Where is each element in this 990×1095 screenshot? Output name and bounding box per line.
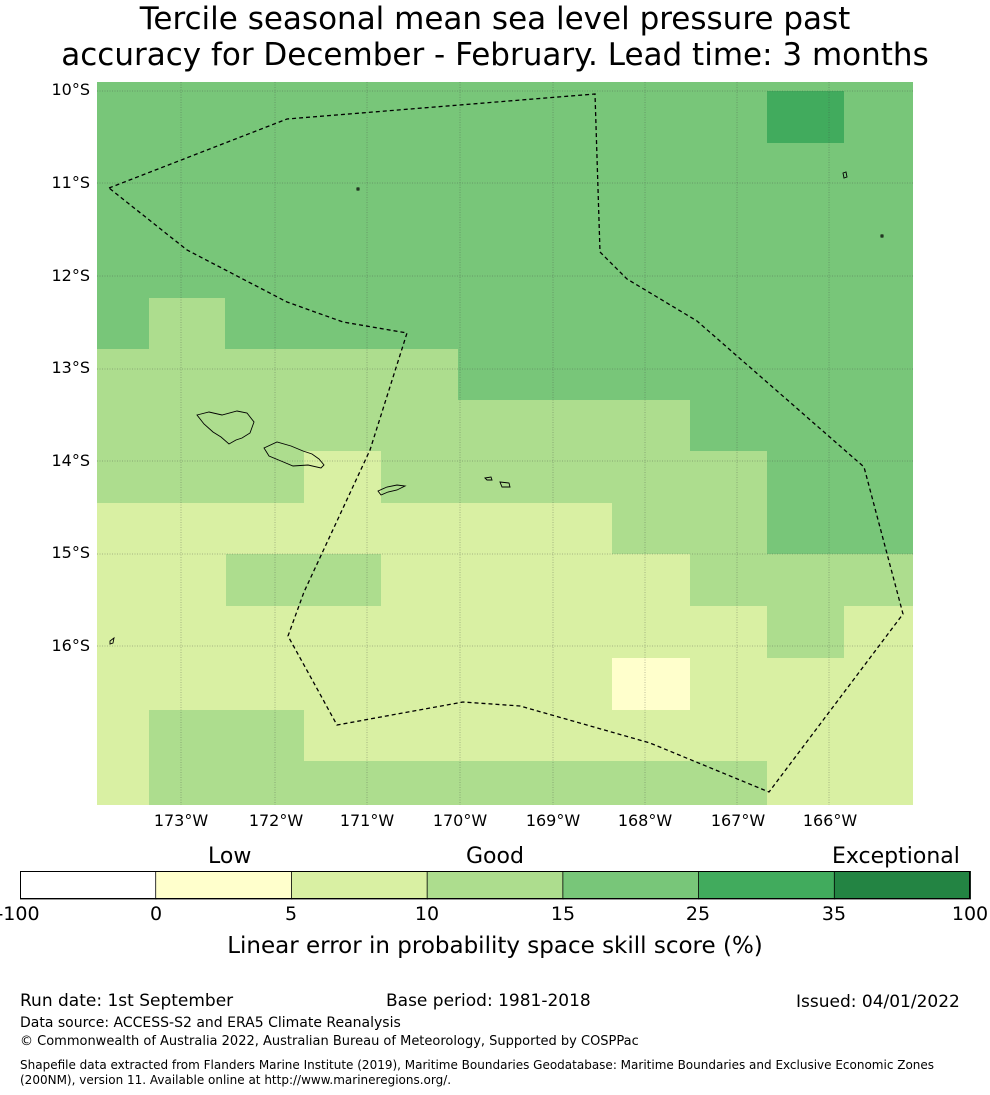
- data-source: Data source: ACCESS-S2 and ERA5 Climate …: [20, 1015, 401, 1031]
- map-title-line-2: accuracy for December - February. Lead t…: [61, 37, 929, 73]
- colorbar-category-exceptional: Exceptional: [832, 844, 960, 869]
- colorbar-category-low: Low: [208, 844, 252, 869]
- lat-label: 15°S: [51, 543, 90, 562]
- issued-date: Issued: 04/01/2022: [796, 992, 960, 1012]
- skill-cell: [690, 400, 913, 451]
- colorbar-segment: [155, 871, 293, 900]
- lon-label: 167°W: [710, 811, 766, 830]
- tutuila-island-outline: [377, 484, 407, 496]
- skill-cells: [97, 82, 913, 805]
- lat-label: 13°S: [51, 358, 90, 377]
- colorbar-segment: [562, 871, 700, 900]
- lat-label: 11°S: [51, 173, 90, 192]
- skill-cell: [612, 503, 767, 554]
- lon-label: 171°W: [339, 811, 395, 830]
- colorbar-segments: [20, 871, 971, 900]
- lat-label: 14°S: [51, 451, 90, 470]
- lat-label: 16°S: [51, 636, 90, 655]
- colorbar-category-good: Good: [466, 844, 524, 869]
- ofu-olosega-island-outline: [484, 476, 511, 488]
- skill-cell: [381, 451, 767, 503]
- lon-label: 172°W: [248, 811, 304, 830]
- map-gridlines: [97, 82, 913, 805]
- skill-cell: [97, 451, 304, 503]
- skill-cell: [149, 298, 225, 349]
- skill-cell: [458, 349, 913, 400]
- colorbar-frame: [20, 871, 970, 899]
- copyright-notice: © Commonwealth of Australia 2022, Austra…: [20, 1034, 639, 1049]
- swains-island-outline: [356, 187, 360, 191]
- lat-label: 12°S: [51, 266, 90, 285]
- skill-cell: [767, 503, 913, 554]
- colorbar-tick: 5: [284, 903, 298, 925]
- colorbar-title: Linear error in probability space skill …: [227, 933, 763, 959]
- skill-cell: [767, 606, 844, 658]
- skill-cell: [225, 298, 913, 349]
- skill-cell: [690, 554, 913, 606]
- lon-label: 166°W: [802, 811, 858, 830]
- lon-label: 168°W: [617, 811, 673, 830]
- skill-cell: [149, 761, 767, 805]
- colorbar-tick: 0: [149, 903, 163, 925]
- lon-label: 173°W: [153, 811, 209, 830]
- eez-boundary: [107, 93, 904, 793]
- upolu-savaii-island-outline: [196, 410, 255, 445]
- lon-label: 170°W: [432, 811, 488, 830]
- run-date: Run date: 1st September: [20, 991, 234, 1011]
- skill-cell: [612, 658, 690, 710]
- colorbar-tick: 25: [685, 903, 711, 925]
- skill-cell: [97, 298, 149, 349]
- colorbar: [20, 871, 971, 900]
- map-title-line-1: Tercile seasonal mean sea level pressure…: [139, 1, 851, 37]
- shapefile-credit-line-1: Shapefile data extracted from Flanders M…: [20, 1058, 935, 1072]
- colorbar-segment: [698, 871, 836, 900]
- base-period: Base period: 1981-2018: [386, 991, 591, 1011]
- colorbar-segment: [291, 871, 429, 900]
- skill-cell: [226, 554, 381, 606]
- colorbar-tick: 35: [821, 903, 847, 925]
- colorbar-segment: [20, 871, 157, 900]
- lat-label: 10°S: [51, 80, 90, 99]
- lon-label: 169°W: [525, 811, 581, 830]
- skill-score-map: [97, 82, 913, 805]
- colorbar-tick: 10: [414, 903, 440, 925]
- colorbar-tick: 100: [951, 903, 989, 925]
- skill-cell: [767, 91, 844, 143]
- niuafoou-islet-outline: [109, 636, 115, 645]
- skill-cell: [149, 710, 304, 761]
- shapefile-credit-line-2: (200NM), version 11. Available online at…: [20, 1073, 452, 1087]
- skill-cell: [767, 451, 913, 503]
- skill-cell: [97, 349, 458, 400]
- upolu-island-outline: [263, 441, 325, 469]
- colorbar-segment: [426, 871, 564, 900]
- tokelau-islet-outline: [842, 171, 884, 238]
- colorbar-tick: 15: [550, 903, 576, 925]
- colorbar-tick: -100: [0, 903, 40, 925]
- skill-cell: [97, 400, 690, 451]
- colorbar-segment: [833, 871, 971, 900]
- skill-cell: [304, 451, 381, 503]
